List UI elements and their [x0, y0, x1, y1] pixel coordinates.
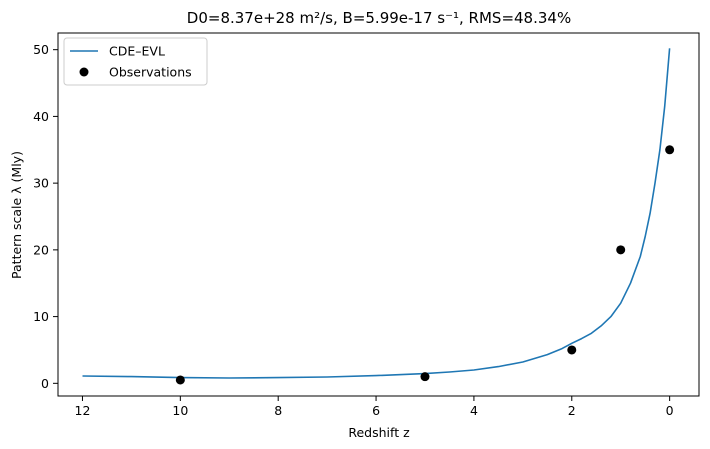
series-layer [82, 48, 675, 385]
x-tick-label: 2 [568, 403, 576, 418]
x-tick-label: 0 [666, 403, 674, 418]
chart-title: D0=8.37e+28 m²/s, B=5.99e-17 s⁻¹, RMS=48… [187, 9, 571, 27]
y-tick-label: 20 [33, 242, 49, 257]
plot-area-frame [57, 32, 700, 397]
observation-point [420, 372, 430, 382]
y-tick-label: 50 [33, 42, 49, 57]
x-axis-ticks: 12 10 8 6 4 2 0 [75, 396, 674, 418]
y-tick-label: 30 [33, 176, 49, 191]
x-tick-label: 6 [372, 403, 380, 418]
observation-point [567, 345, 577, 355]
series-line-cde-evl [82, 48, 671, 379]
x-axis-label: Redshift z [348, 425, 410, 440]
observation-point [616, 245, 626, 255]
y-tick-label: 10 [33, 309, 49, 324]
x-tick-label: 4 [470, 403, 478, 418]
x-tick-label: 12 [75, 403, 91, 418]
y-tick-label: 0 [41, 376, 49, 391]
y-tick-label: 40 [33, 109, 49, 124]
observation-point [665, 145, 675, 155]
x-tick-label: 8 [274, 403, 282, 418]
x-tick-label: 10 [172, 403, 188, 418]
legend-marker-swatch [79, 67, 89, 77]
legend-label-line: CDE–EVL [109, 44, 165, 59]
legend-label-observations: Observations [109, 65, 192, 80]
legend-frame [63, 37, 208, 86]
legend: CDE–EVL Observations [63, 37, 208, 86]
y-axis-ticks: 0 10 20 30 40 50 [33, 42, 58, 391]
observation-point [175, 375, 185, 385]
y-axis-label: Pattern scale λ (Mly) [9, 151, 24, 279]
